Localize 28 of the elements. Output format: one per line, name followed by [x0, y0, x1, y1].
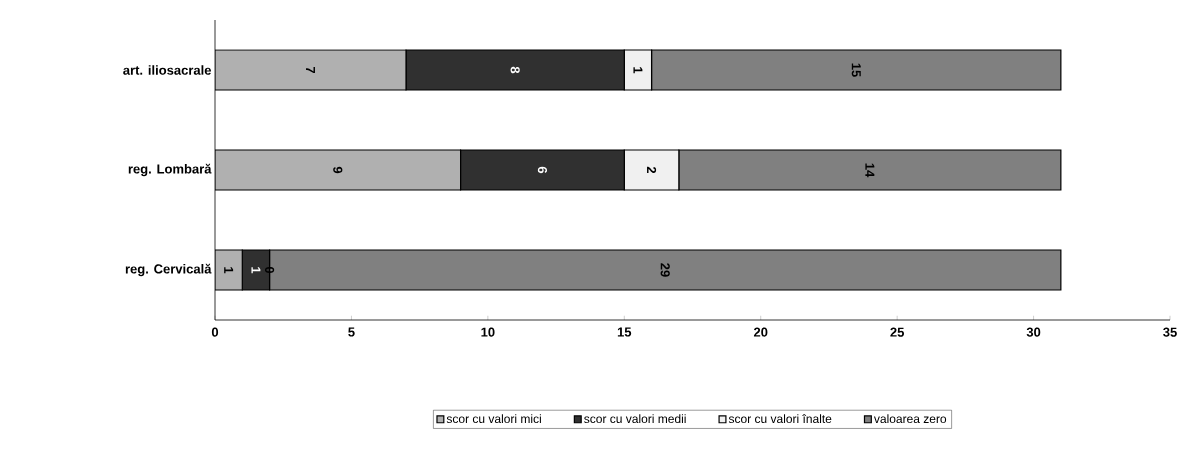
data-label: 6 [537, 166, 548, 174]
legend-label: scor cu valori mici [446, 414, 541, 424]
y-tick-label: reg. Lombară [128, 163, 212, 177]
bar [215, 49, 407, 91]
x-tick-label: 35 [1163, 327, 1177, 337]
y-tick-label: reg. Cervicală [125, 263, 212, 277]
legend-label: valoarea zero [873, 414, 947, 424]
bar [215, 149, 462, 191]
y-tick-label: art. iliosacrale [123, 65, 212, 75]
data-label: 15 [851, 63, 861, 77]
data-label: 1 [251, 267, 261, 274]
data-label: 8 [510, 66, 520, 74]
x-tick-label: 10 [481, 327, 495, 337]
data-label: 2 [647, 166, 657, 174]
data-label: 14 [865, 163, 875, 178]
x-tick-label: 25 [890, 327, 905, 337]
x-tick-label: 0 [211, 327, 219, 337]
x-tick-label: 15 [617, 327, 632, 337]
data-label: 29 [660, 263, 670, 277]
data-label: 1 [633, 67, 643, 74]
data-label: 1 [224, 267, 234, 274]
legend-label: scor cu valori înalte [728, 414, 832, 424]
data-label: 7 [306, 66, 315, 74]
x-tick-label: 20 [753, 327, 768, 337]
x-tick-label: 5 [348, 327, 355, 337]
legend-label: scor cu valori medii [584, 414, 686, 424]
x-tick-label: 30 [1026, 327, 1041, 337]
data-label: 9 [333, 166, 343, 174]
